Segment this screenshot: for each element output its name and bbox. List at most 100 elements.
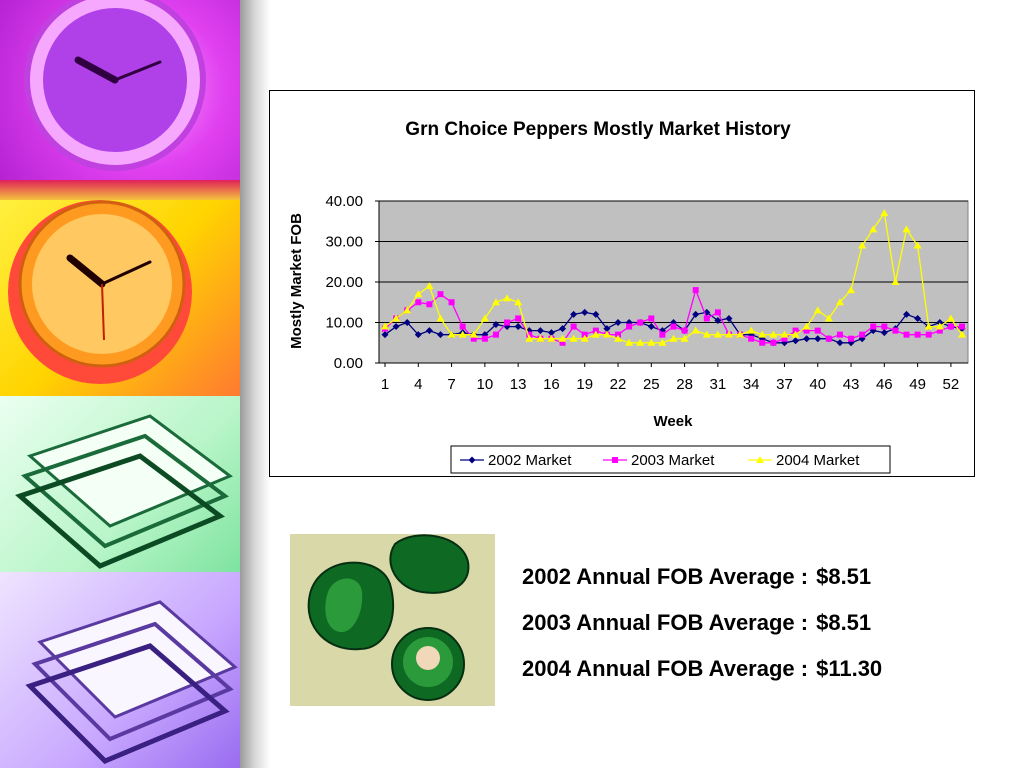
x-tick-label: 16: [543, 376, 560, 393]
data-point: [747, 326, 756, 334]
data-point: [403, 319, 411, 326]
x-tick-label: 19: [576, 376, 593, 393]
x-tick-label: 52: [943, 376, 960, 393]
data-point: [515, 315, 522, 322]
average-value: $11.30: [816, 656, 883, 681]
data-point: [481, 335, 488, 342]
data-point: [681, 327, 688, 334]
y-tick-label: 40.00: [325, 193, 363, 210]
data-point: [425, 282, 434, 290]
data-point: [448, 299, 455, 306]
data-point: [458, 330, 467, 338]
data-point: [559, 339, 566, 346]
data-point: [848, 335, 855, 342]
data-point: [492, 321, 500, 329]
data-point: [414, 331, 422, 339]
purple-clock-panel: [0, 0, 240, 196]
data-point: [724, 330, 733, 338]
x-tick-label: 1: [381, 376, 389, 393]
data-point: [880, 329, 888, 337]
data-point: [536, 327, 544, 335]
average-value: $8.51: [816, 564, 872, 589]
data-point: [714, 309, 721, 316]
data-point: [935, 322, 944, 330]
y-tick-label: 0.00: [334, 355, 363, 372]
data-point: [881, 323, 888, 330]
chart-frame: Grn Choice Peppers Mostly Market History…: [269, 90, 975, 477]
data-point: [769, 330, 778, 338]
average-2002: 2002 Annual FOB Average : $8.51: [522, 560, 882, 606]
data-point: [426, 301, 433, 308]
data-point: [648, 315, 655, 322]
data-point: [814, 335, 822, 343]
legend-swatch-marker: [756, 456, 764, 463]
y-tick-label: 20.00: [325, 274, 363, 291]
legend-box: [450, 445, 891, 474]
green-peppers-icon: [307, 534, 470, 701]
data-point: [759, 339, 766, 346]
x-tick-label: 43: [843, 376, 860, 393]
x-tick-label: 25: [643, 376, 660, 393]
data-point: [403, 306, 412, 314]
data-point: [869, 225, 878, 233]
data-point: [637, 319, 644, 326]
data-point: [836, 339, 844, 347]
data-point: [591, 330, 600, 338]
data-point: [514, 298, 523, 306]
data-point: [536, 334, 545, 342]
data-point: [859, 331, 866, 338]
data-point: [680, 334, 689, 342]
data-point: [748, 335, 755, 342]
data-point: [870, 323, 877, 330]
purple-papers-panel: [0, 572, 240, 768]
strip-shadow: [240, 0, 270, 768]
data-point: [659, 331, 666, 338]
data-point: [713, 330, 722, 338]
x-tick-label: 4: [414, 376, 422, 393]
yellow-clock-panel: [0, 200, 240, 396]
data-point: [824, 314, 833, 322]
data-point: [437, 291, 444, 298]
data-point: [813, 306, 822, 314]
data-point: [914, 314, 922, 322]
data-point: [836, 331, 843, 338]
data-point: [459, 323, 466, 330]
data-point: [526, 331, 533, 338]
data-point: [570, 310, 578, 318]
data-point: [714, 316, 722, 324]
data-point: [592, 327, 599, 334]
data-point: [903, 331, 910, 338]
yellow-clock-icon: [8, 200, 192, 384]
pepper-clipart: [290, 534, 495, 706]
data-point: [692, 310, 700, 318]
color-band: [0, 180, 240, 202]
data-point: [470, 335, 477, 342]
legend: 2002 Market 2003 Market 2004 Market: [450, 445, 891, 474]
series-layer: [381, 209, 966, 347]
data-point: [381, 322, 389, 330]
data-point: [903, 310, 911, 318]
series-2004-market: [381, 209, 966, 346]
data-point: [469, 330, 478, 338]
data-point: [880, 209, 889, 217]
data-point: [825, 335, 832, 342]
x-axis-ticks: 1 4 7 10 13 16 19 22 25 28 31 34 37 40 43 46 49 52: [381, 363, 959, 393]
data-point: [803, 335, 811, 343]
data-point: [504, 319, 511, 326]
data-point: [547, 329, 555, 337]
legend-label: 2002 Market: [488, 452, 572, 469]
x-tick-label: 22: [610, 376, 627, 393]
x-tick-label: 46: [876, 376, 893, 393]
data-point: [570, 323, 577, 330]
x-tick-label: 37: [776, 376, 793, 393]
data-point: [770, 339, 777, 346]
legend-swatch-marker: [612, 457, 618, 463]
x-tick-label: 34: [743, 376, 760, 393]
data-point: [914, 331, 921, 338]
data-point: [503, 294, 512, 302]
data-point: [625, 338, 634, 346]
data-point: [603, 325, 611, 333]
data-point: [669, 334, 678, 342]
data-point: [392, 314, 401, 322]
data-point: [602, 330, 611, 338]
